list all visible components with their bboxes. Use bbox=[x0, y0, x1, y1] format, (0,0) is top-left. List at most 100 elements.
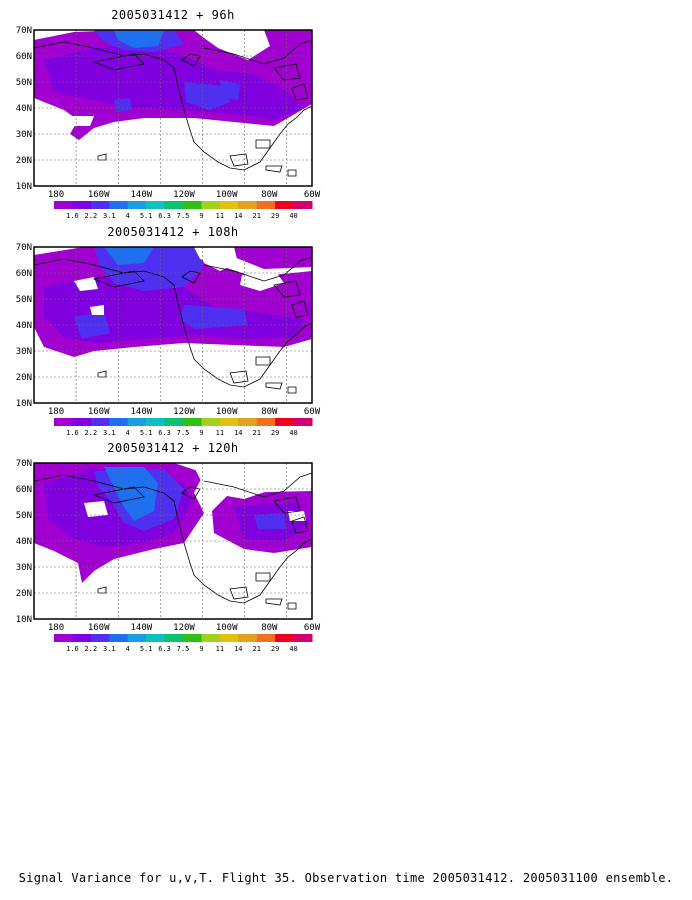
latitude-label: 50N bbox=[16, 295, 32, 305]
colorbar-swatch bbox=[127, 634, 147, 642]
latitude-label: 50N bbox=[16, 511, 32, 521]
colorbar-label: 4 bbox=[126, 645, 130, 651]
colorbar-label: 1.6 bbox=[66, 212, 79, 218]
no-data-region bbox=[288, 511, 306, 521]
coastline bbox=[229, 153, 249, 167]
no-data-region bbox=[90, 305, 104, 315]
latitude-label: 30N bbox=[16, 347, 32, 357]
shaded-field bbox=[34, 247, 312, 394]
colorbar-swatch bbox=[72, 634, 92, 642]
coastline bbox=[255, 139, 271, 149]
colorbar-swatch bbox=[54, 634, 73, 642]
contour-region bbox=[114, 98, 132, 112]
coastline bbox=[287, 169, 297, 177]
longitude-label: 80W bbox=[261, 407, 278, 417]
colorbar-swatch bbox=[164, 634, 184, 642]
colorbar-swatch bbox=[256, 201, 276, 209]
colorbar-label: 9 bbox=[199, 429, 203, 435]
colorbar-label: 9 bbox=[199, 212, 203, 218]
colorbar-swatch bbox=[90, 418, 110, 426]
coastline bbox=[255, 356, 271, 366]
colorbar-swatch bbox=[183, 201, 202, 209]
panel-title: 2005031412 + 120h bbox=[107, 441, 239, 455]
colorbar-label: 6.3 bbox=[158, 212, 171, 218]
coastline bbox=[203, 256, 312, 282]
colorbar-swatch bbox=[201, 634, 221, 642]
colorbar-label: 5.1 bbox=[140, 212, 153, 218]
contour-region bbox=[104, 467, 158, 521]
colorbar-label: 7.5 bbox=[177, 429, 190, 435]
map-border bbox=[33, 29, 313, 187]
longitude-label: 100W bbox=[216, 623, 238, 633]
latitude-label: 70N bbox=[16, 26, 32, 36]
coastline bbox=[92, 270, 145, 288]
map-108h: 70N 60N 50N 40N 30N 20N 10N 180 160W 140W 120W 100W… bbox=[16, 243, 321, 435]
longitude-label: 180 bbox=[48, 623, 64, 633]
colorbar-label: 2.2 bbox=[85, 212, 98, 218]
colorbar-label: 2.2 bbox=[85, 645, 98, 651]
colorbar-label: 1.6 bbox=[66, 645, 79, 651]
colorbar-label: 29 bbox=[271, 212, 279, 218]
colorbar-swatch bbox=[256, 418, 276, 426]
panel-96h: 2005031412 + 96h 70N 60N 50N 40N 30N 20N 10N 18… bbox=[0, 8, 340, 218]
coastline bbox=[265, 382, 283, 390]
colorbar-label: 21 bbox=[252, 212, 260, 218]
coastline bbox=[203, 39, 312, 65]
latitude-label: 10N bbox=[16, 182, 32, 192]
colorbar-label: 9 bbox=[199, 645, 203, 651]
figure-caption: Signal Variance for u,v,T. Flight 35. Ob… bbox=[18, 871, 674, 885]
colorbar-swatch bbox=[183, 418, 202, 426]
coastline bbox=[287, 602, 297, 610]
panel-120h: 2005031412 + 120h 70N 60N 50N 40N 30N 20N 10N 1… bbox=[0, 441, 340, 651]
no-data-region bbox=[74, 277, 98, 291]
colorbar-label: 21 bbox=[252, 429, 260, 435]
longitude-label: 120W bbox=[173, 623, 195, 633]
colorbar-swatch bbox=[146, 418, 166, 426]
colorbar-swatch bbox=[146, 634, 166, 642]
latitude-label: 70N bbox=[16, 459, 32, 469]
coastline bbox=[273, 496, 301, 514]
colorbar-swatch bbox=[275, 201, 295, 209]
colorbar-swatch bbox=[256, 634, 276, 642]
map-96h: 70N 60N 50N 40N 30N 20N 10N 180 160W 140W 120W 100W… bbox=[16, 26, 321, 218]
coastline bbox=[203, 472, 312, 498]
latitude-label: 70N bbox=[16, 243, 32, 253]
coastline bbox=[291, 83, 309, 101]
longitude-label: 180 bbox=[48, 407, 64, 417]
colorbar-label: 7.5 bbox=[177, 212, 190, 218]
contour-region bbox=[180, 305, 248, 329]
no-data-region bbox=[198, 247, 238, 271]
coastline bbox=[92, 486, 145, 504]
map-frame: 70N 60N 50N 40N 30N 20N 10N 180 160W 140W 120W 100W… bbox=[16, 243, 321, 435]
coastline bbox=[265, 598, 283, 606]
colorbar-swatch bbox=[164, 418, 184, 426]
longitude-label: 120W bbox=[173, 190, 195, 200]
coastline bbox=[34, 474, 312, 604]
colorbar-label: 11 bbox=[216, 212, 224, 218]
latitude-label: 20N bbox=[16, 156, 32, 166]
panel-title: 2005031412 + 96h bbox=[111, 8, 235, 22]
contour-region bbox=[214, 247, 312, 269]
coastline bbox=[229, 586, 249, 600]
colorbar-swatch bbox=[90, 634, 110, 642]
colorbar-swatch bbox=[201, 201, 221, 209]
colorbar: 1.6 2.2 3.1 4 5.1 6.3 7.5 9 11 14 21 29 40 bbox=[54, 634, 313, 651]
colorbar-label: 11 bbox=[216, 645, 224, 651]
longitude-label: 60W bbox=[304, 407, 321, 417]
colorbar-swatch bbox=[54, 201, 73, 209]
colorbar-swatch bbox=[109, 201, 129, 209]
latitude-label: 30N bbox=[16, 130, 32, 140]
map-120h: 70N 60N 50N 40N 30N 20N 10N 180 160W 140W 120W 100W… bbox=[16, 459, 321, 651]
longitude-label: 60W bbox=[304, 190, 321, 200]
colorbar-swatch bbox=[127, 418, 147, 426]
latitude-label: 40N bbox=[16, 104, 32, 114]
colorbar-label: 6.3 bbox=[158, 645, 171, 651]
colorbar-swatch bbox=[90, 201, 110, 209]
colorbar-label: 5.1 bbox=[140, 645, 153, 651]
colorbar-swatch bbox=[219, 418, 239, 426]
colorbar-swatch bbox=[164, 201, 184, 209]
no-data-region bbox=[194, 30, 270, 60]
coastline bbox=[291, 516, 309, 534]
no-data-region bbox=[84, 501, 108, 517]
colorbar-label: 40 bbox=[289, 212, 297, 218]
